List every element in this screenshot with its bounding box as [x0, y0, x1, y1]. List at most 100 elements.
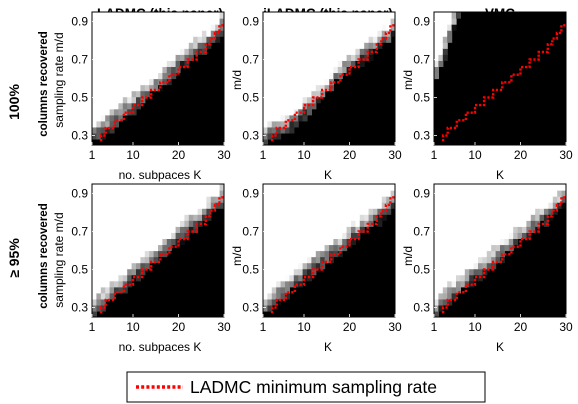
- panel-2-cell: [271, 48, 277, 55]
- panel-2-cell: [324, 60, 330, 68]
- panel-4-cell: [162, 238, 168, 246]
- panel-1-cell: [140, 90, 146, 98]
- panel-4-cell: [127, 262, 133, 270]
- panel-4-cell: [96, 244, 102, 252]
- panel-2-cell: [280, 18, 286, 25]
- panel-5-cell: [280, 184, 286, 191]
- panel-2-cell: [302, 78, 308, 86]
- panel-2-cell: [320, 78, 326, 86]
- panel-2-cell: [329, 48, 334, 55]
- panel-2-cell: [329, 78, 334, 86]
- panel-4-cell: [202, 214, 207, 221]
- panel-6-cell: [442, 226, 448, 233]
- panel-1-cell: [131, 78, 137, 86]
- panel-1-cell: [131, 24, 137, 31]
- panel-6-cell: [442, 232, 448, 240]
- panel-4-cell: [118, 262, 124, 270]
- panel-5-cell: [307, 220, 312, 227]
- panel-6-cell: [513, 226, 519, 233]
- panel-1-cell: [127, 24, 133, 31]
- panel-6-cell: [530, 190, 536, 197]
- panel-5-cell: [285, 190, 290, 197]
- panel-2-cell: [315, 36, 321, 43]
- panel-1-cell: [100, 90, 106, 98]
- panel-2-ytick-label: 0.5: [242, 91, 259, 105]
- panel-1-cell: [118, 12, 124, 19]
- panel-5-cell: [359, 184, 365, 191]
- panel-2-cell: [293, 48, 299, 55]
- panel-6-cell: [456, 196, 461, 203]
- panel-4-cell: [131, 226, 137, 233]
- panel-2-cell: [355, 36, 361, 43]
- panel-1-cell: [140, 54, 146, 61]
- panel-2-cell: [342, 30, 348, 37]
- panel-5-cell: [285, 220, 290, 227]
- panel-5-cell: [373, 190, 378, 197]
- panel-2-cell: [320, 66, 326, 74]
- row-sublabel-100: columns recovered: [38, 31, 50, 136]
- panel-5-cell: [307, 232, 312, 240]
- panel-5-cell: [267, 286, 273, 294]
- panel-6-xtick-label: 20: [514, 320, 528, 334]
- panel-1-cell: [202, 18, 207, 25]
- panel-5-cell: [386, 184, 392, 191]
- panel-1-cell: [140, 30, 146, 37]
- panel-4-cell: [180, 238, 185, 246]
- panel-4-cell: [105, 244, 111, 252]
- panel-6-cell: [495, 244, 501, 252]
- panel-2-cell: [302, 42, 308, 49]
- panel-4-cell: [96, 202, 102, 209]
- panel-6-cell: [438, 292, 444, 300]
- panel-4-cell: [105, 286, 111, 294]
- panel-5-cell: [276, 220, 282, 227]
- panel-6-cell: [517, 220, 523, 227]
- panel-1-cell: [96, 120, 102, 128]
- panel-2-cell: [263, 132, 268, 140]
- panel-4-cell: [184, 190, 190, 197]
- panel-6-cell: [473, 190, 479, 197]
- panel-2-cell: [359, 60, 365, 68]
- panel-6-cell: [495, 232, 501, 240]
- panel-1-cell: [105, 78, 111, 86]
- panel-1-cell: [197, 30, 203, 37]
- panel-4-cell: [175, 214, 181, 221]
- panel-1-cell: [92, 66, 97, 74]
- panel-2-cell: [289, 60, 295, 68]
- panel-2-cell: [293, 102, 299, 110]
- panel-4-cell: [153, 220, 159, 227]
- panel-6-cell: [434, 268, 439, 276]
- panel-6-cell: [447, 256, 453, 264]
- panel-5-cell: [293, 232, 299, 240]
- panel-6-cell: [447, 286, 453, 294]
- panel-2-cell: [324, 30, 330, 37]
- panel-1-cell: [215, 36, 221, 43]
- panel-6-cell: [522, 220, 527, 227]
- panel-2-cell: [307, 54, 312, 61]
- panel-6-cell: [500, 232, 505, 240]
- panel-1-cell: [100, 114, 106, 122]
- panel-6-cell: [447, 226, 453, 233]
- panel-5-cell: [293, 196, 299, 203]
- panel-2-cell: [359, 42, 365, 49]
- panel-2-cell: [320, 12, 326, 19]
- panel-6-cell: [438, 202, 444, 209]
- panel-2-cell: [377, 24, 383, 31]
- panel-2-cell: [315, 54, 321, 61]
- panel-4-cell: [206, 214, 212, 221]
- legend: LADMC minimum sampling rate: [126, 371, 486, 403]
- panel-3-cell: [434, 60, 439, 68]
- panel-6-cell: [500, 190, 505, 197]
- panel-2-cell: [364, 12, 370, 19]
- panel-2-cell: [289, 114, 295, 122]
- panel-6-cell: [438, 298, 444, 306]
- panel-4-cell: [197, 208, 203, 215]
- panel-1-cell: [122, 102, 128, 110]
- panel-2-cell: [298, 36, 304, 43]
- panel-1-cell: [127, 54, 133, 61]
- panel-5-cell: [293, 256, 299, 264]
- panel-1-cell: [149, 84, 155, 92]
- panel-2-cell: [289, 108, 295, 116]
- panel-4-ytick-label: 0.3: [71, 301, 88, 315]
- panel-2-cell: [298, 78, 304, 86]
- panel-6-cell: [526, 196, 532, 203]
